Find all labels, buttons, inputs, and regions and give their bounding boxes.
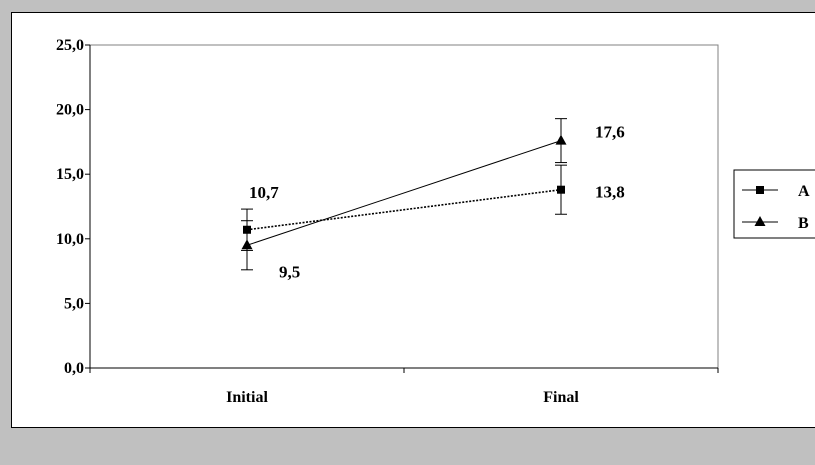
square-marker bbox=[756, 186, 764, 194]
series-line-B bbox=[246, 140, 562, 246]
legend-label: B bbox=[798, 215, 809, 232]
y-tick-label: 20,0 bbox=[56, 102, 84, 119]
data-label: 17,6 bbox=[595, 123, 625, 142]
triangle-marker bbox=[241, 239, 253, 250]
legend: AB bbox=[733, 169, 815, 239]
data-label: 10,7 bbox=[249, 183, 279, 202]
x-tick-label: Final bbox=[543, 389, 579, 406]
series-layer bbox=[241, 118, 567, 271]
series-line-A bbox=[246, 188, 562, 231]
y-tick-label: 0,0 bbox=[64, 360, 84, 377]
x-tick-label: Initial bbox=[226, 389, 268, 406]
square-marker bbox=[557, 185, 565, 194]
y-tick-label: 15,0 bbox=[56, 166, 84, 183]
legend-label: A bbox=[798, 183, 810, 200]
y-tick-label: 5,0 bbox=[64, 295, 84, 312]
data-labels: 10,7 13,8 9,5 17,6 bbox=[249, 123, 625, 282]
triangle-marker bbox=[754, 216, 766, 226]
triangle-marker bbox=[555, 134, 567, 145]
chart-area bbox=[11, 12, 815, 428]
y-tick-label: 10,0 bbox=[56, 231, 84, 248]
axes: 0,0 5,0 10,0 15,0 20,0 25,0 Initial Final bbox=[56, 37, 719, 406]
data-label: 13,8 bbox=[595, 183, 625, 202]
legend-box bbox=[733, 169, 815, 239]
y-tick-label: 25,0 bbox=[56, 37, 84, 54]
data-label: 9,5 bbox=[279, 262, 300, 281]
plot-area-border bbox=[89, 44, 719, 369]
